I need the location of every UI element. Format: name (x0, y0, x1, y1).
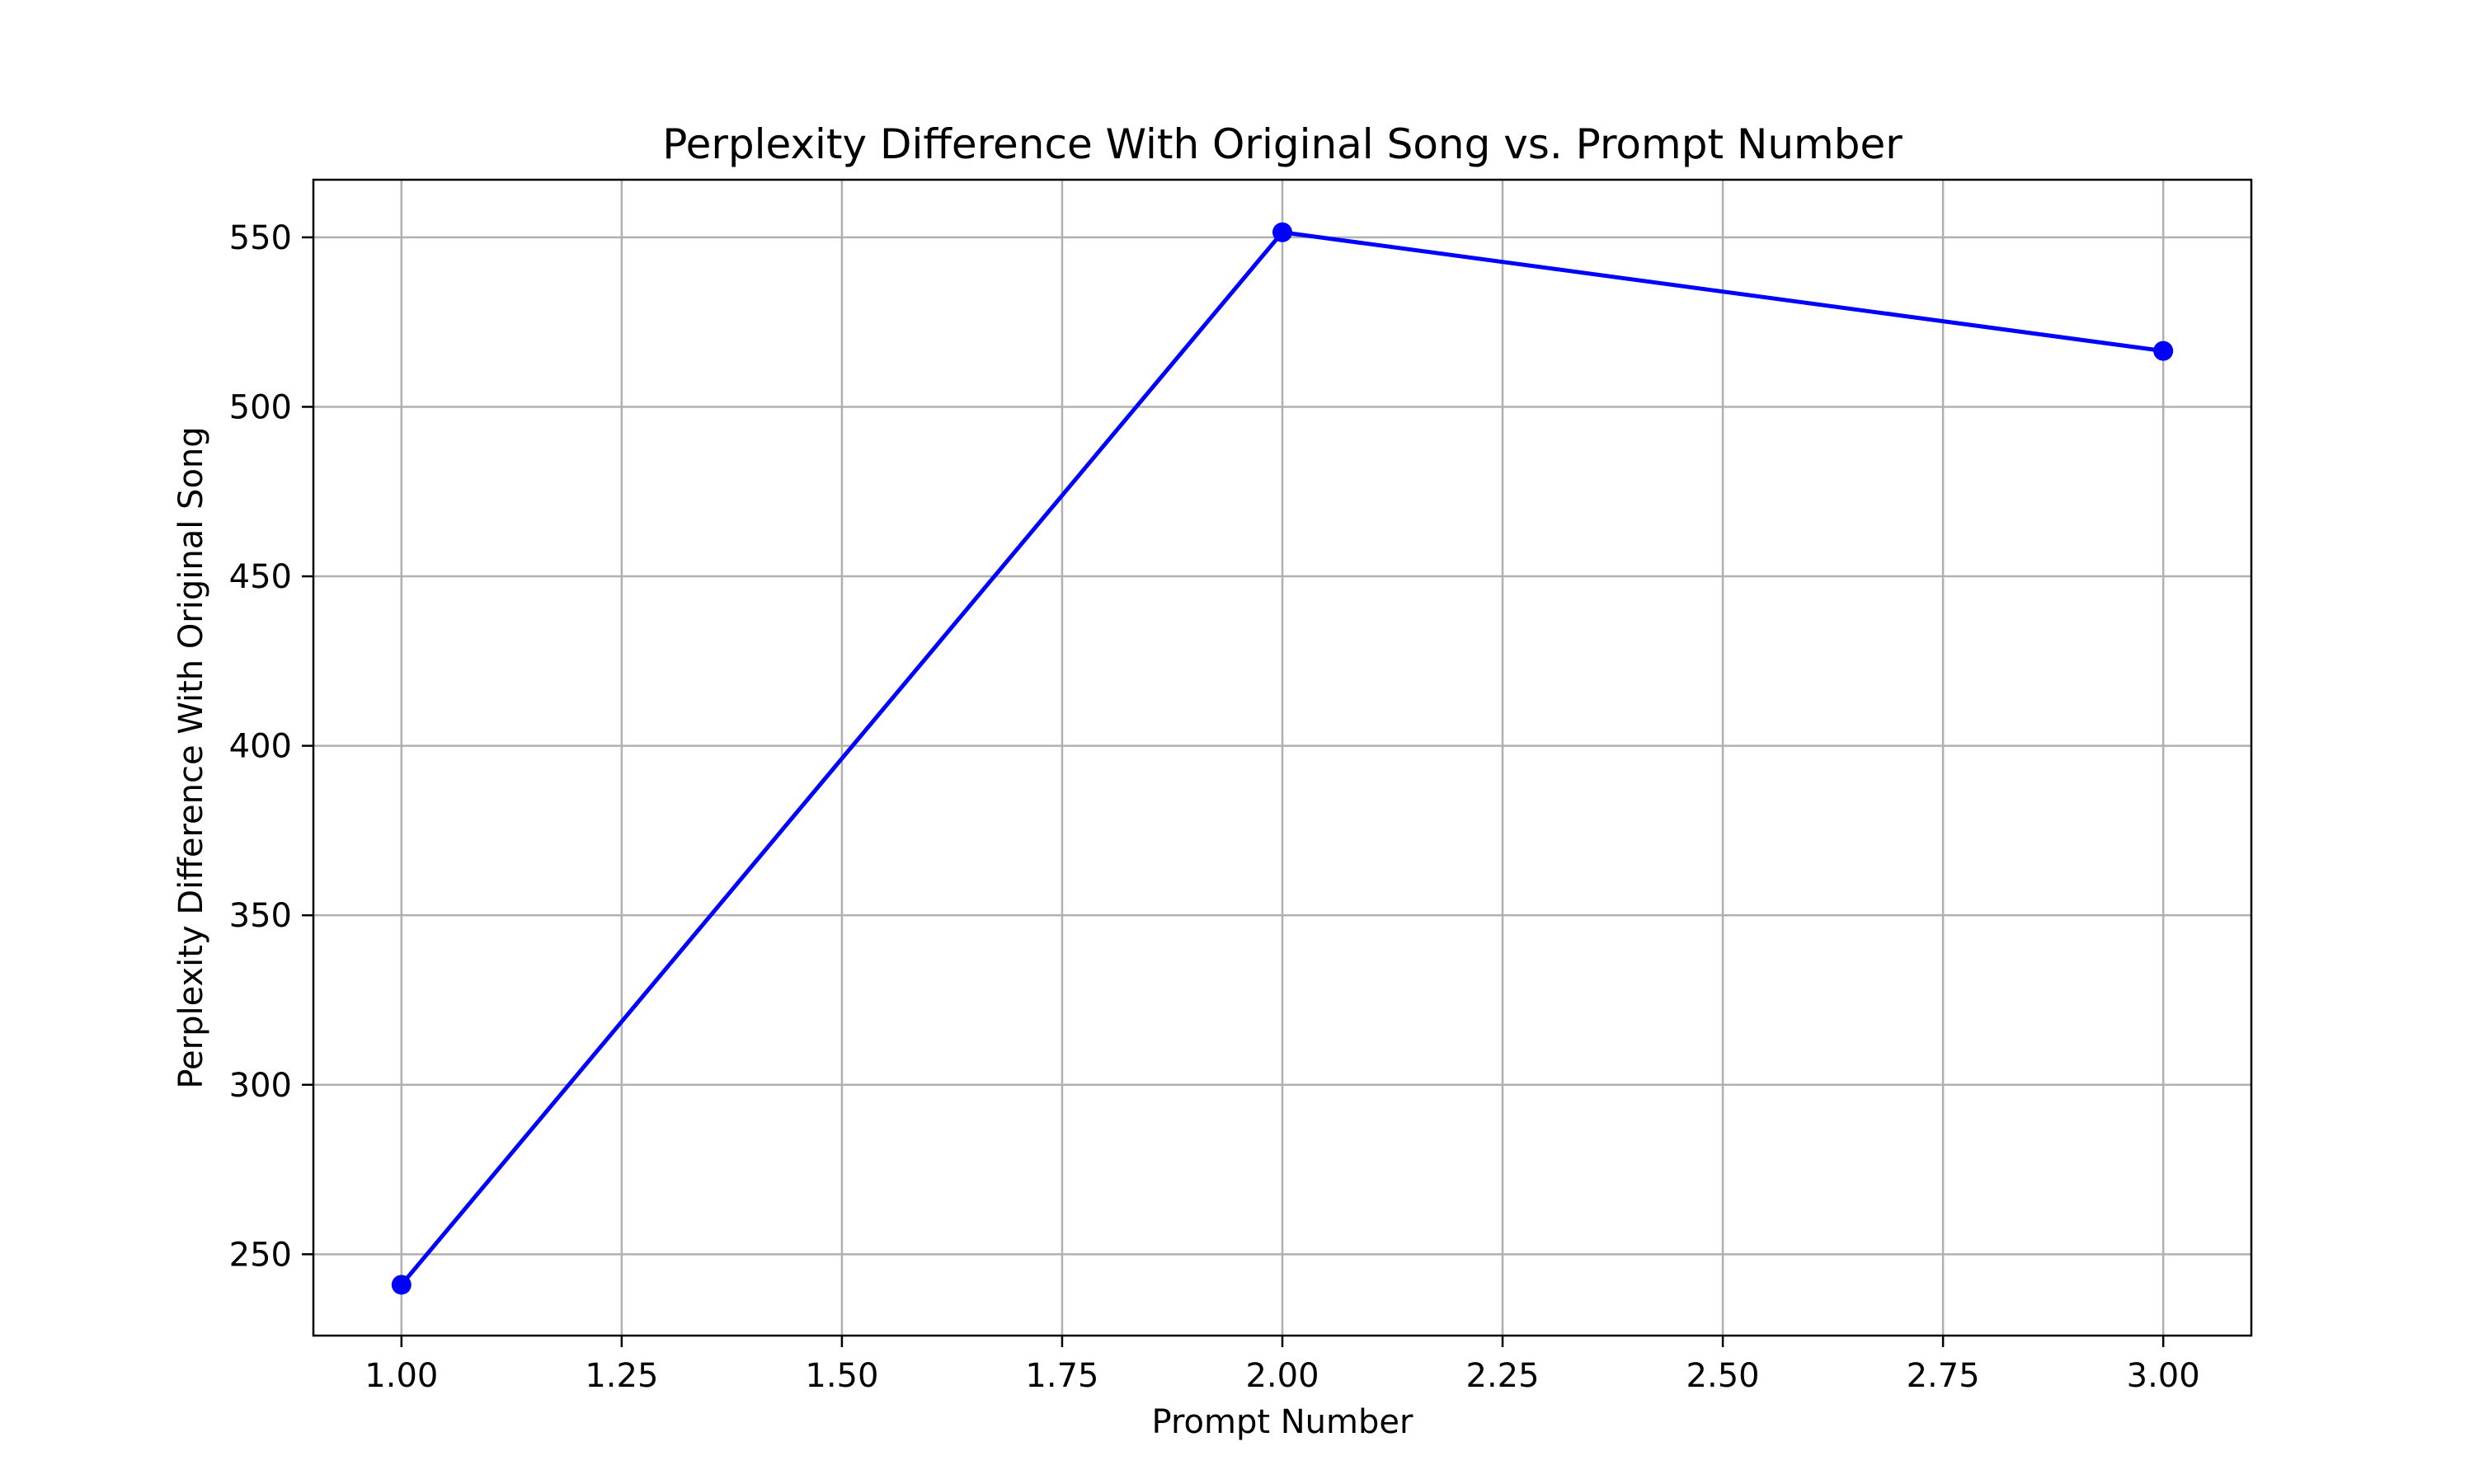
y-axis-label: Perplexity Difference With Original Song (172, 426, 210, 1088)
chart-title: Perplexity Difference With Original Song… (662, 120, 1903, 168)
series-layer (391, 222, 2174, 1295)
x-tick-label: 1.50 (805, 1357, 878, 1395)
y-tick-label: 400 (229, 728, 292, 766)
y-tick-label: 550 (229, 219, 292, 257)
x-tick-label: 1.75 (1025, 1357, 1098, 1395)
ticks: 1.00 1.25 1.50 1.75 2.00 2.25 2.50 2.75 3.00 250 3… (229, 219, 2200, 1395)
y-tick-label: 500 (229, 388, 292, 426)
data-point (1272, 222, 1292, 242)
x-tick-label: 3.00 (2127, 1357, 2200, 1395)
data-point (2153, 340, 2174, 361)
x-tick-label: 2.00 (1245, 1357, 1319, 1395)
x-axis-label: Prompt Number (1152, 1403, 1413, 1441)
y-tick-label: 300 (229, 1067, 292, 1105)
grid (313, 180, 2251, 1336)
x-tick-label: 2.50 (1686, 1357, 1760, 1395)
y-tick-label: 250 (229, 1236, 292, 1274)
data-point (391, 1275, 412, 1295)
y-tick-label: 450 (229, 558, 292, 596)
x-tick-label: 1.25 (585, 1357, 658, 1395)
x-tick-label: 1.00 (365, 1357, 438, 1395)
x-tick-label: 2.75 (1907, 1357, 1980, 1395)
x-tick-label: 2.25 (1466, 1357, 1540, 1395)
y-tick-label: 350 (229, 897, 292, 935)
